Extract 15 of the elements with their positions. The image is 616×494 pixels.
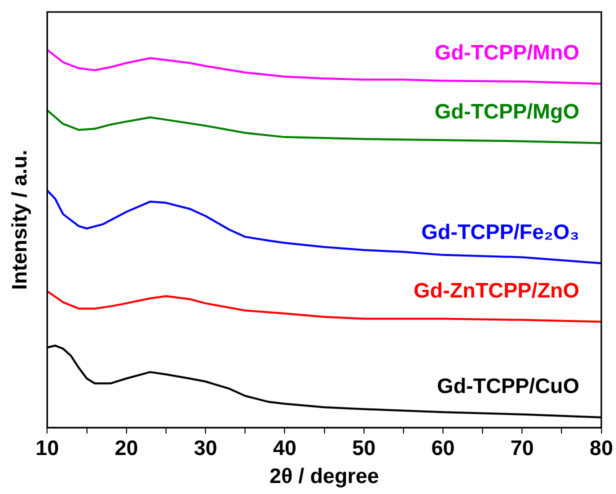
x-tick-label: 10 <box>36 436 59 460</box>
x-tick-label: 70 <box>510 436 534 460</box>
series-label: Gd-TCPP/MgO <box>434 100 580 124</box>
x-tick-label: 30 <box>194 436 218 460</box>
series-label: Gd-ZnTCPP/ZnO <box>414 279 580 302</box>
x-axis-title: 2θ / degree <box>270 465 379 488</box>
y-axis-title: Intensity / a.u. <box>8 150 32 290</box>
x-tick-label: 60 <box>431 436 455 460</box>
x-tick-label: 40 <box>273 436 296 460</box>
series-label: Gd-TCPP/CuO <box>436 374 580 398</box>
series-label: Gd-TCPP/MnO <box>434 41 580 64</box>
x-tick-label: 50 <box>352 436 376 460</box>
x-tick-label: 80 <box>590 436 613 460</box>
x-tick-label: 20 <box>114 436 138 460</box>
series-label: Gd-TCPP/Fe₂O₃ <box>421 220 580 244</box>
